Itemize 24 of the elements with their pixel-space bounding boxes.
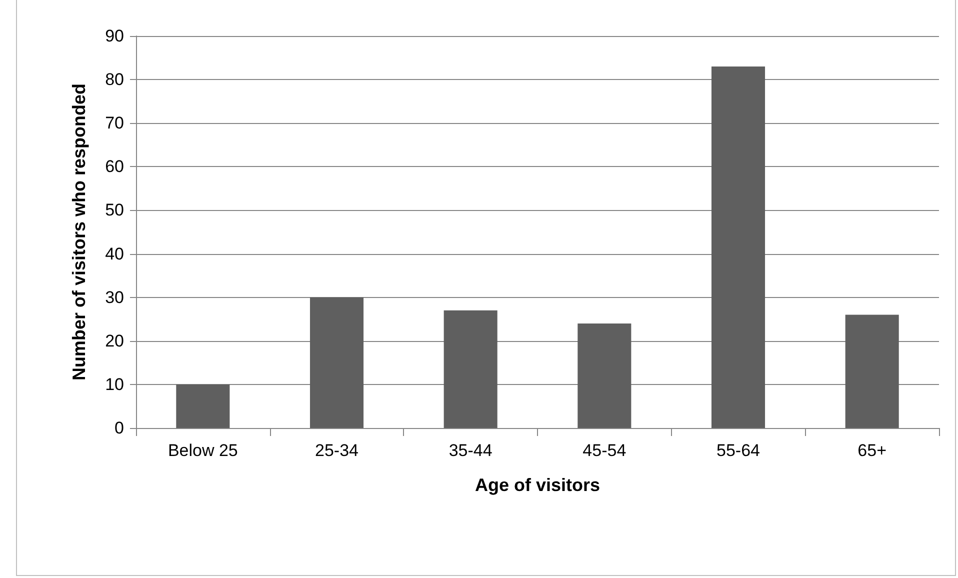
x-tick-label: 35-44	[448, 441, 492, 460]
x-tick-label: 45-54	[582, 441, 626, 460]
bar	[578, 323, 632, 428]
y-tick-label: 30	[105, 288, 124, 307]
y-tick-label: 70	[105, 114, 124, 133]
y-tick-label: 80	[105, 70, 124, 90]
bar	[310, 297, 364, 428]
y-tick-label: 10	[105, 374, 124, 394]
x-axis-title: Age of visitors	[474, 475, 600, 495]
y-tick-label: 60	[105, 157, 124, 176]
x-tick-label: Below 25	[168, 441, 238, 460]
y-axis-title: Number of visitors who responded	[69, 83, 89, 381]
x-tick-label: 25-34	[315, 441, 358, 460]
y-tick-label: 40	[105, 244, 124, 264]
bar	[711, 66, 766, 428]
bar	[845, 314, 899, 428]
y-tick-label: 50	[105, 200, 124, 220]
bar	[444, 310, 498, 428]
bar	[176, 384, 230, 428]
y-tick-label: 20	[105, 331, 124, 350]
x-tick-label: 55-64	[716, 441, 760, 460]
x-tick-label: 65+	[858, 441, 887, 460]
y-tick-label: 90	[105, 26, 124, 46]
y-tick-label: 0	[114, 418, 124, 438]
